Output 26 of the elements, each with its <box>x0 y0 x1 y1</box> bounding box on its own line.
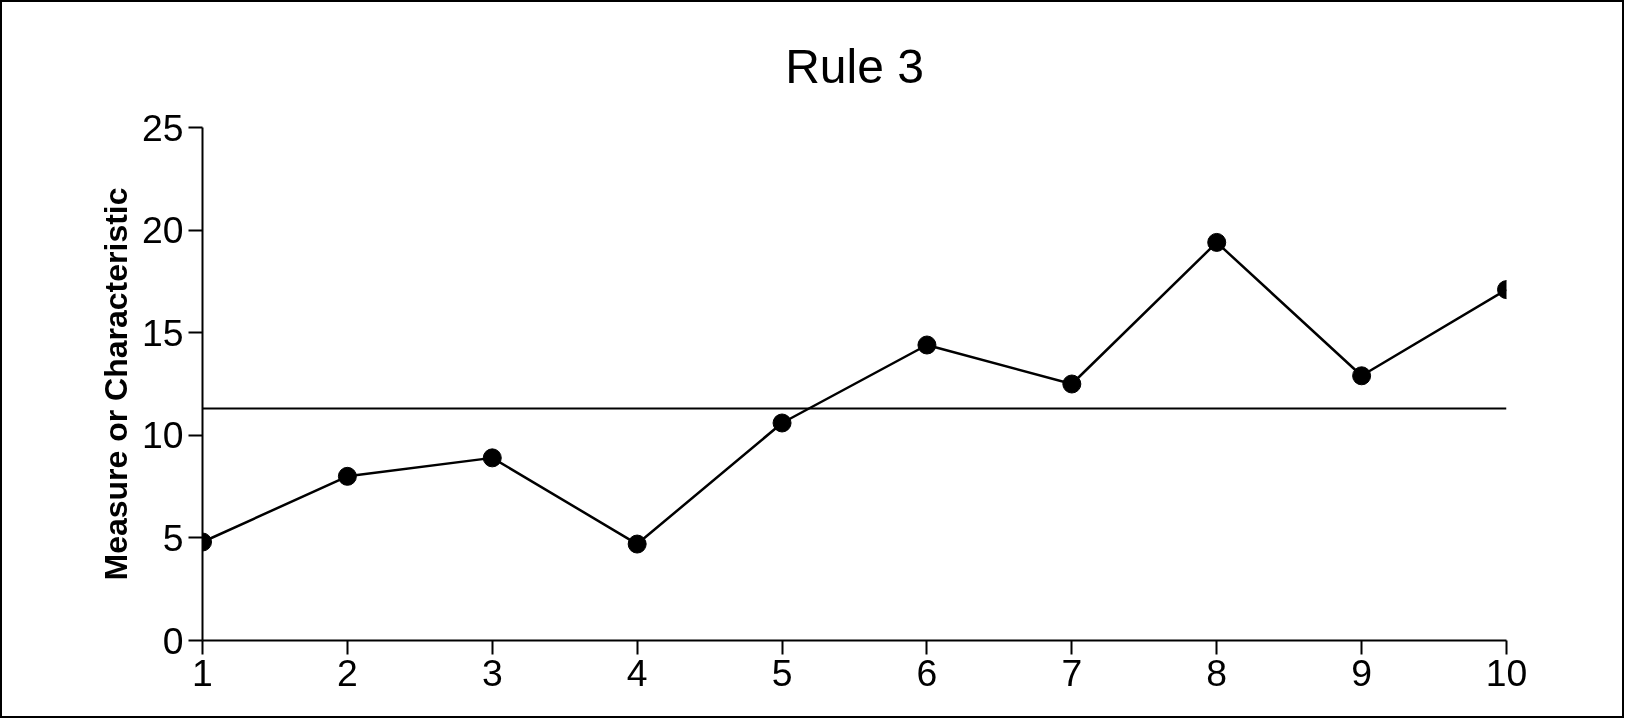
x-tick-label: 6 <box>916 651 938 694</box>
y-tick-label: 10 <box>141 414 184 457</box>
point <box>482 448 502 468</box>
y-tick-label: 15 <box>141 311 184 354</box>
y-tick-label: 25 <box>141 106 184 149</box>
x-tick-label: 2 <box>337 651 358 694</box>
point <box>627 534 647 554</box>
point <box>917 335 937 355</box>
point <box>772 413 792 433</box>
x-tick-label: 10 <box>1485 651 1528 694</box>
chart-title: Rule 3 <box>785 39 924 93</box>
x-tick-label: 5 <box>771 651 793 694</box>
point <box>1062 374 1082 394</box>
y-tick-label: 0 <box>162 619 184 662</box>
x-tick-label: 4 <box>626 651 648 694</box>
x-tick-label: 7 <box>1061 651 1083 694</box>
x-tick-label: 9 <box>1351 651 1372 694</box>
point <box>1207 232 1227 252</box>
point <box>337 466 357 486</box>
y-tick-label: 5 <box>162 516 184 559</box>
y-tick-label: 20 <box>141 209 184 252</box>
x-tick-label: 1 <box>192 651 213 694</box>
y-axis-title: Measure or Characteristic <box>97 187 134 581</box>
x-tick-label: 3 <box>481 651 503 694</box>
x-tick-label: 8 <box>1206 651 1228 694</box>
point <box>1352 366 1372 386</box>
